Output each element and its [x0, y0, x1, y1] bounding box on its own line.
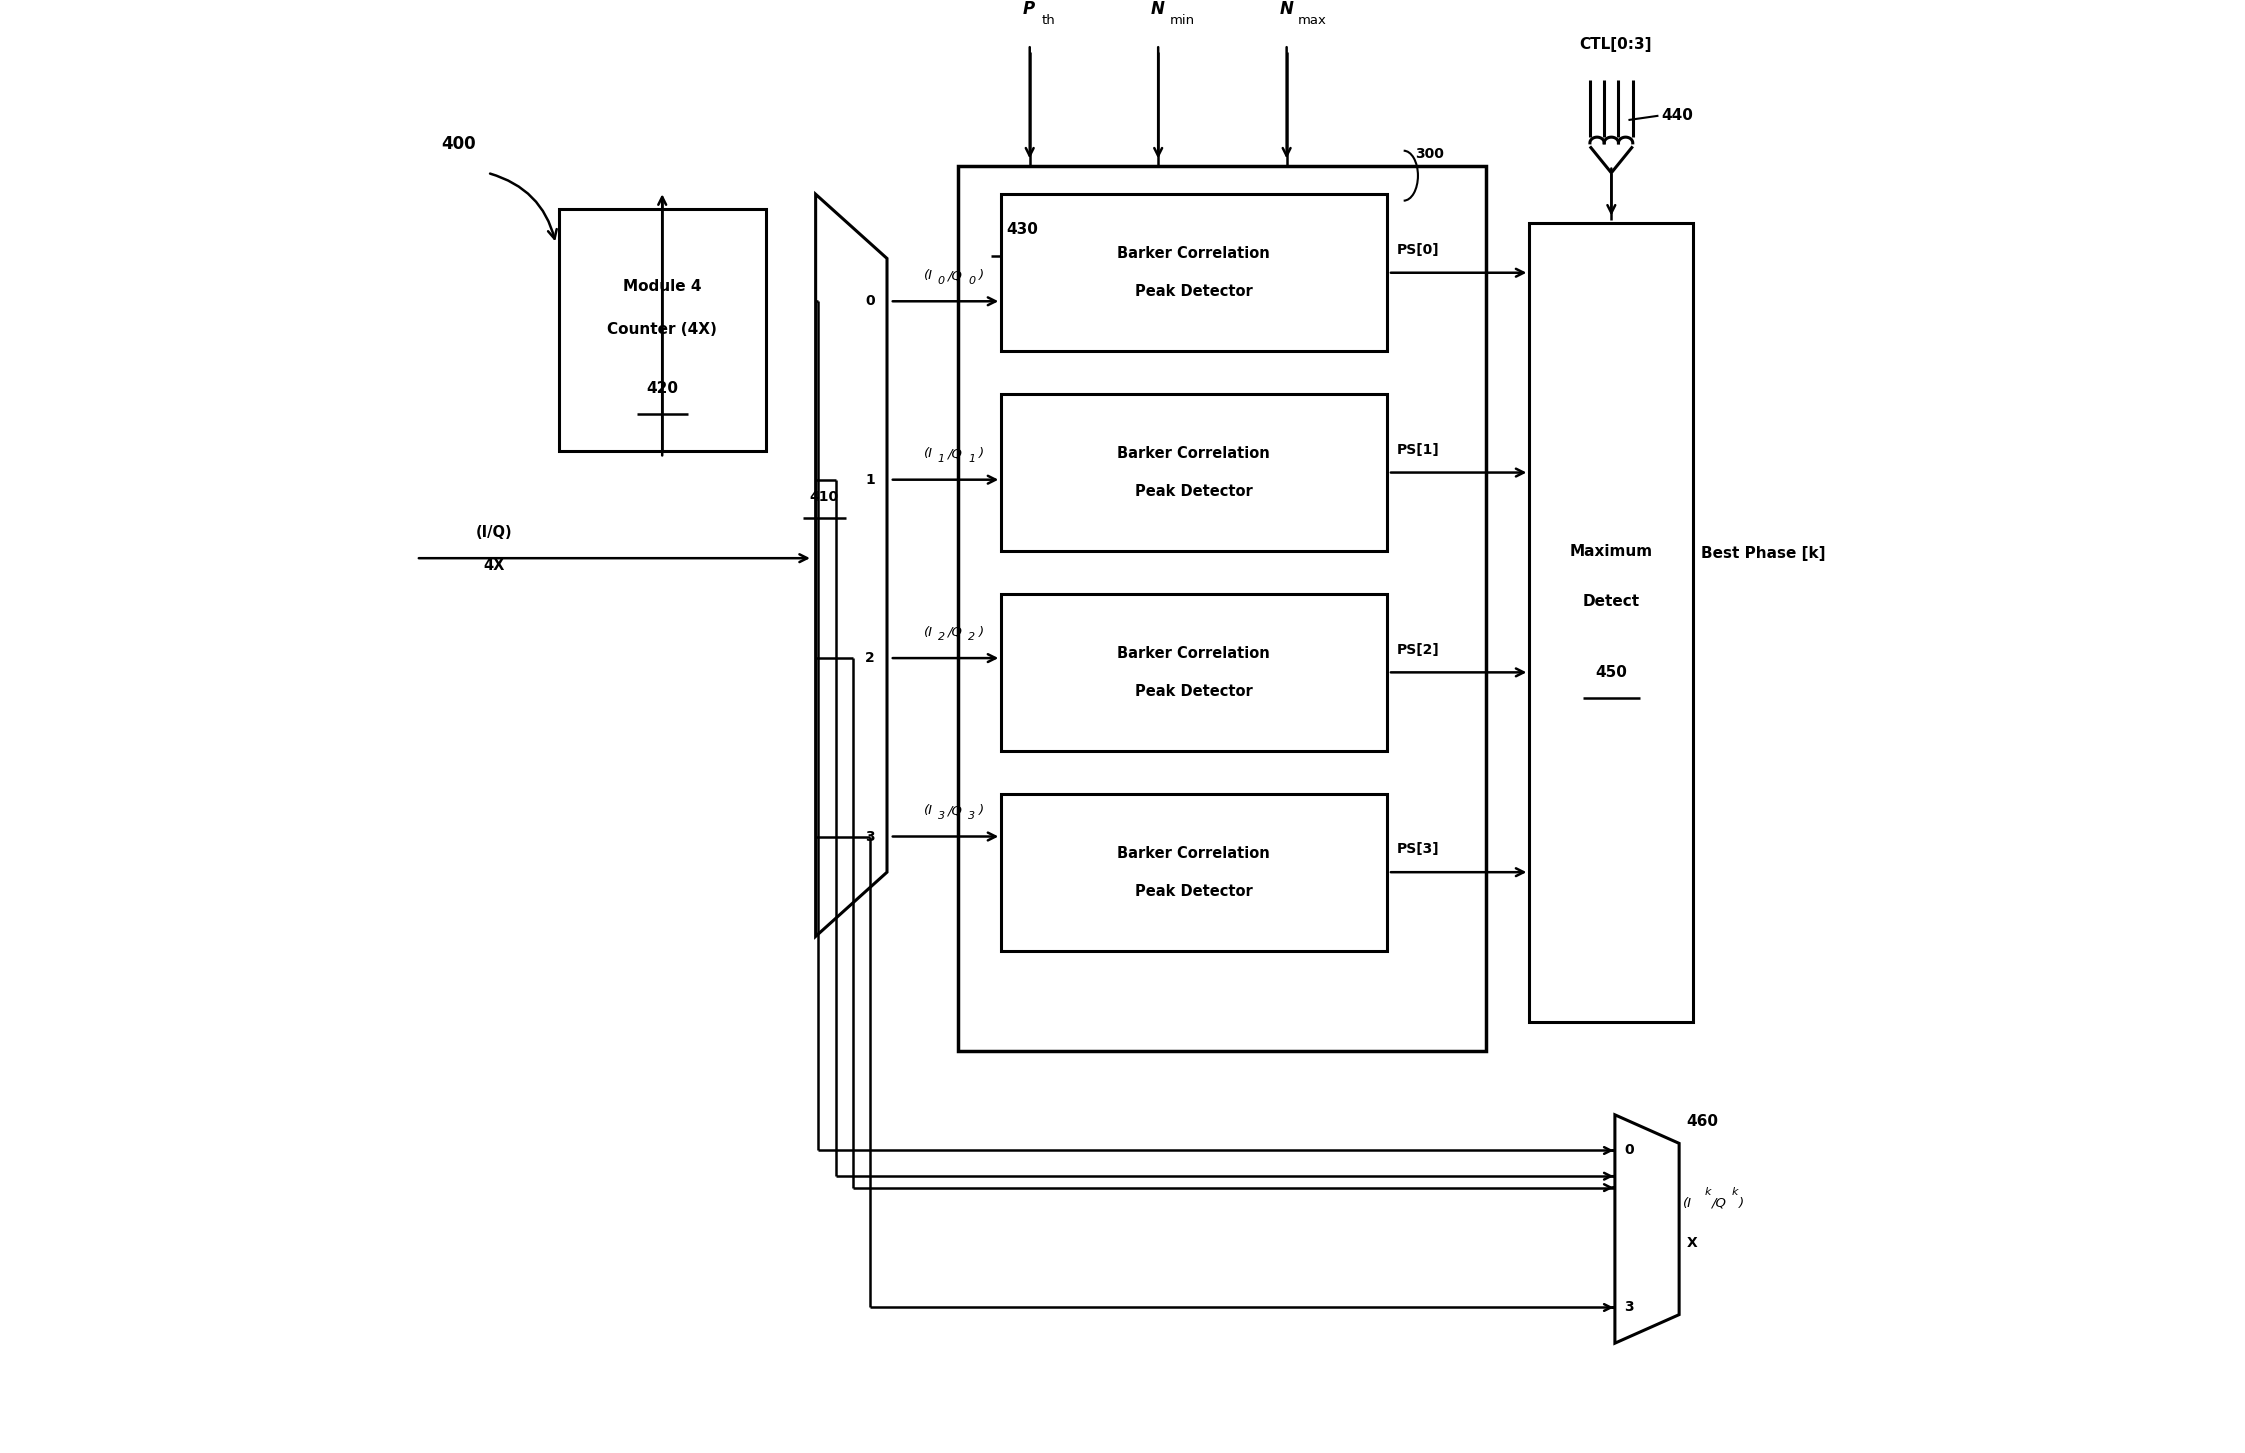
- Text: 4X: 4X: [485, 558, 505, 572]
- Text: N: N: [1152, 0, 1165, 17]
- Text: 410: 410: [810, 490, 840, 504]
- Text: Detect: Detect: [1583, 593, 1639, 609]
- Text: 430: 430: [1006, 222, 1039, 237]
- Text: th: th: [1042, 13, 1055, 26]
- Text: Maximum: Maximum: [1569, 543, 1652, 558]
- Text: 3: 3: [938, 811, 945, 821]
- Bar: [1529, 222, 1693, 1021]
- Text: ): ): [979, 269, 983, 282]
- Text: 3: 3: [968, 811, 977, 821]
- Text: X: X: [1686, 1237, 1697, 1250]
- Bar: [1001, 594, 1387, 751]
- Text: Peak Detector: Peak Detector: [1136, 285, 1253, 299]
- Bar: [559, 209, 766, 450]
- Text: (I: (I: [1684, 1197, 1693, 1210]
- Text: 1: 1: [968, 453, 977, 464]
- Text: 3: 3: [864, 830, 876, 844]
- Text: (I: (I: [923, 626, 932, 639]
- Text: ): ): [979, 805, 983, 817]
- Polygon shape: [1614, 1114, 1679, 1343]
- FancyArrowPatch shape: [489, 173, 557, 238]
- Text: PS[0]: PS[0]: [1396, 243, 1439, 257]
- Text: (I: (I: [923, 448, 932, 461]
- Text: PS[3]: PS[3]: [1396, 843, 1439, 856]
- Text: CTL[0:3]: CTL[0:3]: [1580, 36, 1652, 52]
- Text: Barker Correlation: Barker Correlation: [1118, 247, 1271, 262]
- Text: ): ): [1740, 1197, 1744, 1210]
- Text: /Q: /Q: [947, 448, 963, 461]
- Text: (I: (I: [923, 269, 932, 282]
- Polygon shape: [815, 195, 887, 936]
- Text: 400: 400: [442, 135, 476, 153]
- Text: max: max: [1298, 13, 1327, 26]
- Text: 3: 3: [1625, 1300, 1634, 1315]
- Text: 0: 0: [864, 295, 876, 308]
- Text: k: k: [1731, 1187, 1738, 1197]
- Bar: [1001, 394, 1387, 551]
- Text: 1: 1: [938, 453, 945, 464]
- Text: /Q: /Q: [947, 269, 963, 282]
- Text: Peak Detector: Peak Detector: [1136, 883, 1253, 898]
- Text: 2: 2: [864, 651, 876, 665]
- Text: N: N: [1280, 0, 1293, 17]
- Text: min: min: [1170, 13, 1194, 26]
- Text: P: P: [1021, 0, 1035, 17]
- Text: 1: 1: [864, 472, 876, 487]
- Text: 2: 2: [938, 632, 945, 642]
- Bar: [959, 166, 1486, 1051]
- Text: /Q: /Q: [947, 626, 963, 639]
- Text: 300: 300: [1414, 147, 1444, 161]
- Text: Barker Correlation: Barker Correlation: [1118, 647, 1271, 661]
- Bar: [1001, 793, 1387, 950]
- Text: PS[1]: PS[1]: [1396, 443, 1439, 456]
- Text: /Q: /Q: [1713, 1197, 1726, 1210]
- Text: Best Phase [k]: Best Phase [k]: [1699, 546, 1825, 561]
- Text: Counter (4X): Counter (4X): [606, 323, 716, 337]
- Text: 2: 2: [968, 632, 977, 642]
- Text: 440: 440: [1661, 108, 1693, 124]
- Text: (I/Q): (I/Q): [476, 525, 512, 541]
- Text: 420: 420: [647, 381, 678, 395]
- Text: Peak Detector: Peak Detector: [1136, 484, 1253, 498]
- Text: 0: 0: [938, 276, 945, 286]
- Text: Barker Correlation: Barker Correlation: [1118, 846, 1271, 860]
- Text: PS[2]: PS[2]: [1396, 642, 1439, 657]
- Text: Module 4: Module 4: [622, 279, 700, 294]
- Text: /Q: /Q: [947, 805, 963, 817]
- Bar: [1001, 195, 1387, 352]
- Text: 0: 0: [968, 276, 977, 286]
- Text: 0: 0: [1625, 1144, 1634, 1158]
- Text: k: k: [1704, 1187, 1711, 1197]
- Text: Barker Correlation: Barker Correlation: [1118, 446, 1271, 461]
- Text: ): ): [979, 448, 983, 461]
- Text: 460: 460: [1686, 1114, 1717, 1129]
- Text: ): ): [979, 626, 983, 639]
- Text: (I: (I: [923, 805, 932, 817]
- Text: 450: 450: [1596, 665, 1628, 680]
- Text: Peak Detector: Peak Detector: [1136, 684, 1253, 699]
